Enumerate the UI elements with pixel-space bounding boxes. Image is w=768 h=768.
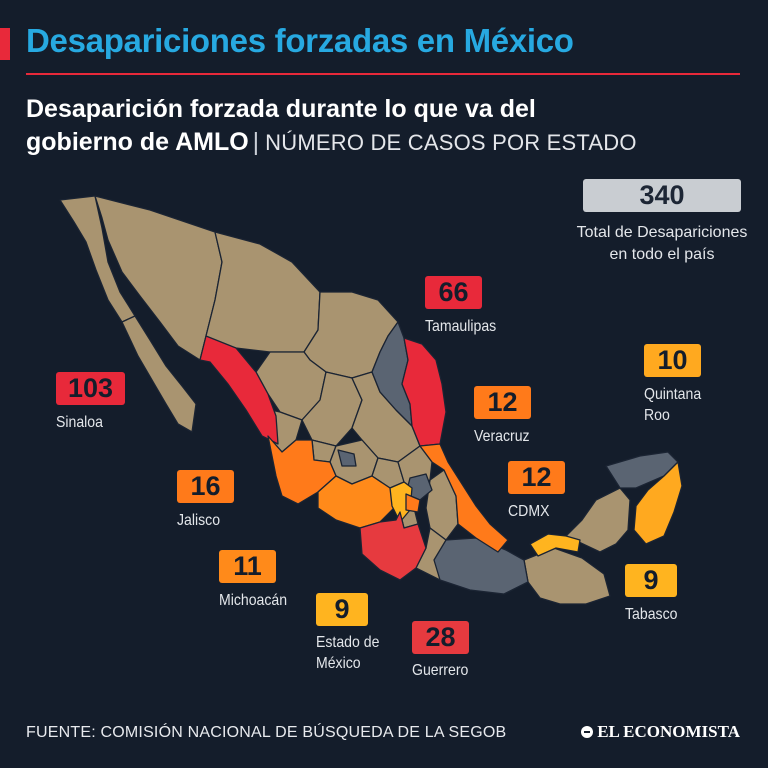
chart-subtitle: Desaparición forzada durante lo que va d… — [26, 93, 746, 159]
title-accent-bar — [0, 28, 10, 60]
state-oaxaca-east — [433, 537, 529, 595]
cdmx-value-box: 12 — [508, 461, 565, 494]
estado-de-mexico-label-line-1: Estado de — [316, 634, 380, 651]
brand-logo: EL ECONOMISTA — [581, 722, 740, 742]
quintana-roo-label-line-1: Quintana — [644, 386, 702, 403]
michoacan-value-box: 11 — [219, 550, 276, 583]
total-label-line-1: Total de Desapariciones — [576, 224, 748, 241]
estado-de-mexico-label: Estado de México — [316, 632, 379, 674]
state-chihuahua — [205, 231, 321, 353]
subtitle-separator: | — [252, 128, 260, 156]
title-rule — [26, 73, 740, 75]
estado-de-mexico-value-box: 9 — [316, 593, 368, 626]
quintana-roo-label-line-2: Roo — [644, 407, 670, 424]
state-guerrero — [359, 511, 427, 581]
tabasco-label: Tabasco — [625, 606, 678, 623]
sinaloa-value-box: 103 — [56, 372, 125, 405]
total-value-box: 340 — [583, 179, 741, 212]
state-veracruz — [419, 443, 509, 553]
state-quintana-roo — [633, 461, 683, 545]
state-jalisco — [267, 435, 337, 505]
tamaulipas-label: Tamaulipas — [425, 318, 497, 335]
veracruz-label: Veracruz — [474, 428, 530, 445]
guerrero-value-box: 28 — [412, 621, 469, 654]
subtitle-caption: NÚMERO DE CASOS POR ESTADO — [265, 130, 637, 155]
brand-e-icon — [581, 726, 594, 738]
total-label: Total de Desapariciones en todo el país — [576, 222, 748, 266]
jalisco-label: Jalisco — [177, 512, 221, 529]
jalisco-value-box: 16 — [177, 470, 234, 503]
source-note: FUENTE: COMISIÓN NACIONAL DE BÚSQUEDA DE… — [26, 724, 507, 741]
tabasco-value-box: 9 — [625, 564, 677, 597]
sinaloa-label: Sinaloa — [56, 414, 103, 431]
cdmx-label: CDMX — [508, 503, 550, 520]
quintana-roo-label: Quintana Roo — [644, 384, 701, 426]
state-baja-california-sur — [121, 315, 197, 433]
page-title: Desapariciones forzadas en México — [26, 22, 574, 59]
veracruz-value-box: 12 — [474, 386, 531, 419]
state-colima — [337, 449, 357, 467]
total-label-line-2: en todo el país — [609, 246, 715, 263]
estado-de-mexico-label-line-2: México — [316, 655, 361, 672]
state-chiapas — [523, 547, 611, 605]
state-tabasco — [529, 533, 581, 557]
subtitle-line-2: gobierno de AMLO — [26, 128, 249, 156]
subtitle-line-1: Desaparición forzada durante lo que va d… — [26, 95, 536, 123]
tamaulipas-value-box: 66 — [425, 276, 482, 309]
state-cdmx — [405, 493, 421, 513]
guerrero-label: Guerrero — [412, 662, 469, 679]
michoacan-label: Michoacán — [219, 592, 288, 609]
quintana-roo-value-box: 10 — [644, 344, 701, 377]
state-michoacan — [317, 475, 397, 529]
brand-name: EL ECONOMISTA — [597, 722, 740, 741]
state-campeche — [565, 487, 631, 553]
